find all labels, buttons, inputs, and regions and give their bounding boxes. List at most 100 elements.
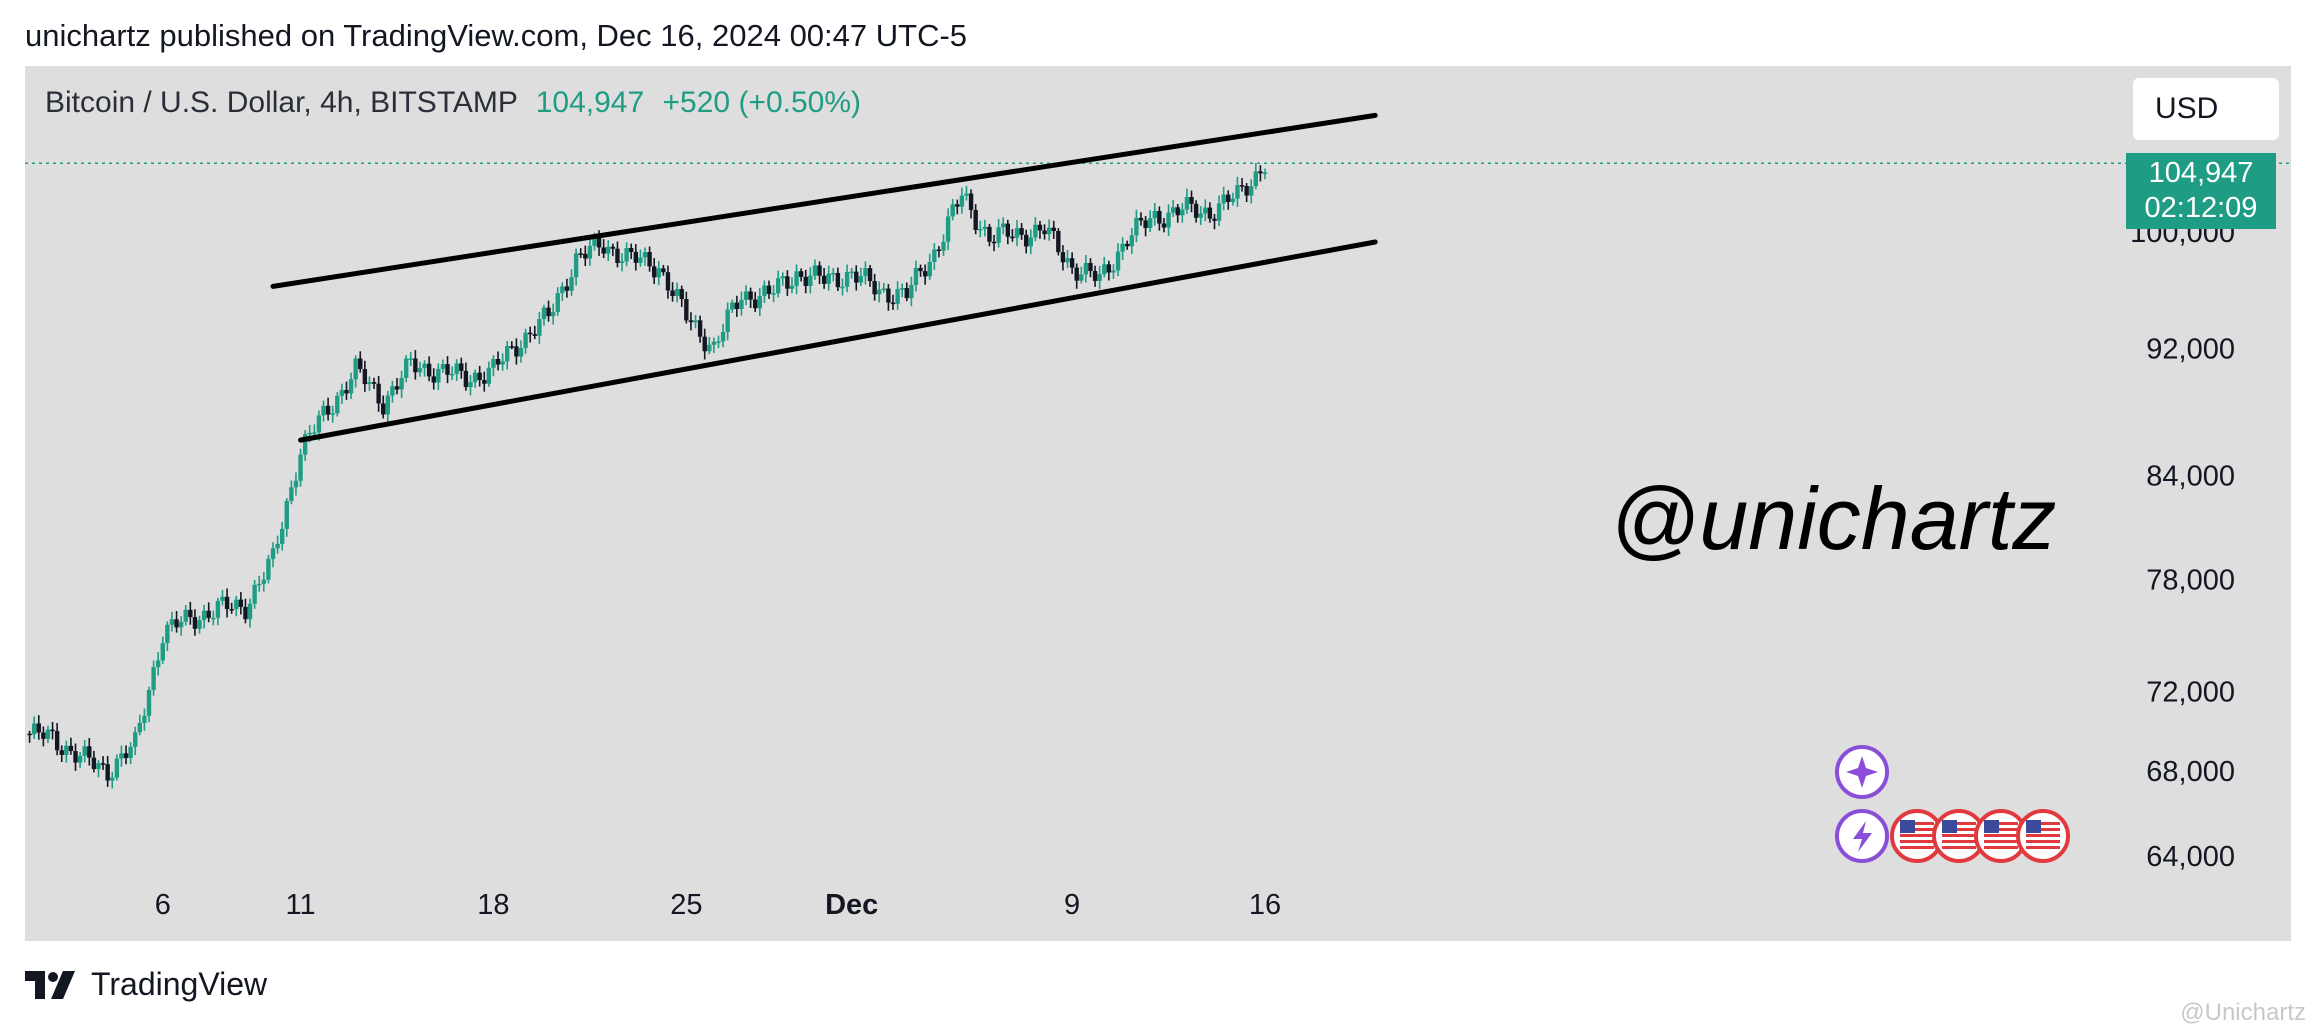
candle [371, 377, 377, 389]
candle [1010, 229, 1015, 242]
candle [100, 756, 106, 770]
candle [302, 430, 308, 461]
candle [909, 276, 914, 307]
candle [151, 660, 156, 696]
candle [454, 359, 459, 381]
candle [716, 335, 721, 349]
candle [725, 302, 730, 341]
candle [1198, 206, 1203, 225]
candle [505, 341, 510, 370]
candle [1097, 266, 1102, 290]
candle [610, 243, 616, 257]
candle [670, 282, 675, 302]
price-axis[interactable]: 64,00068,00072,00078,00084,00092,000100,… [2130, 217, 2235, 873]
candle [422, 360, 427, 377]
candle [555, 287, 560, 316]
event-markers[interactable] [1835, 745, 2070, 863]
candle [560, 282, 565, 301]
candle [73, 743, 78, 771]
x-tick-label: Dec [825, 889, 878, 921]
candle [1235, 176, 1240, 207]
candle [390, 380, 395, 403]
candle [472, 369, 478, 388]
candle [197, 615, 202, 634]
candle [518, 340, 524, 363]
candle [615, 241, 620, 268]
currency-button[interactable]: USD [2133, 78, 2279, 140]
candle [922, 264, 928, 285]
candle [812, 259, 818, 280]
candle [1111, 264, 1116, 280]
sparkle-icon[interactable] [1835, 745, 1889, 799]
x-tick-label: 25 [670, 889, 702, 921]
candle [289, 480, 294, 505]
candle [711, 337, 717, 353]
channel-lower-line[interactable] [298, 239, 1378, 443]
candle [762, 280, 767, 304]
chart-pane[interactable]: 64,000 68,000 72,000 78,000 84,000 92,000 100,… [25, 66, 2291, 941]
candle [87, 737, 92, 766]
candle [550, 303, 556, 325]
candle [955, 199, 960, 215]
candle [293, 472, 299, 496]
candle [913, 260, 919, 292]
channel-lines [270, 112, 1378, 443]
lightning-icon[interactable] [1835, 809, 1889, 863]
candle [477, 365, 482, 387]
candle [877, 281, 882, 303]
candle [123, 745, 129, 765]
candle [651, 258, 657, 285]
channel-upper-line[interactable] [270, 112, 1378, 289]
candle [1125, 240, 1130, 250]
candle [183, 605, 188, 626]
publication-header: unichartz published on TradingView.com, … [25, 18, 968, 53]
candle [36, 715, 41, 740]
candle [1069, 252, 1075, 274]
candle [619, 253, 625, 272]
candle [583, 245, 588, 267]
candle [578, 248, 583, 258]
candle [59, 745, 64, 762]
y-tick-label: 92,000 [2146, 333, 2235, 365]
candle [459, 357, 464, 379]
candle [270, 542, 276, 568]
candle [587, 238, 593, 266]
candle [426, 356, 432, 382]
candle [854, 265, 859, 291]
candle [794, 264, 799, 295]
candle [114, 754, 120, 781]
candle [1079, 266, 1084, 284]
candle [238, 592, 244, 615]
candle [808, 267, 813, 294]
candle [771, 285, 776, 303]
time-axis[interactable]: 6 11 18 25 Dec 9 16 [155, 889, 1281, 921]
candle [679, 285, 684, 308]
candle [1175, 204, 1180, 223]
symbol-info[interactable]: Bitcoin / U.S. Dollar, 4h, BITSTAMP 104,… [45, 86, 861, 120]
candle [817, 261, 822, 285]
watermark: @unichartz [1610, 469, 2056, 568]
y-tick-label: 68,000 [2146, 756, 2235, 788]
x-tick-label: 9 [1064, 889, 1080, 921]
candle [945, 208, 951, 251]
candle [1184, 188, 1190, 214]
candle [1046, 219, 1052, 241]
candle [899, 283, 905, 298]
candle [348, 372, 354, 400]
candle [606, 240, 611, 261]
candle [224, 588, 230, 618]
candle [298, 448, 303, 487]
candle [766, 280, 772, 299]
bar-countdown: 02:12:09 [2144, 192, 2258, 224]
price-chart[interactable]: 64,00068,00072,00078,00084,00092,000100,… [25, 66, 2291, 941]
candle [1221, 186, 1226, 211]
candle [959, 187, 965, 214]
candle [527, 326, 533, 343]
candle [872, 273, 877, 301]
candle [385, 390, 391, 423]
candle [573, 248, 579, 286]
candle [1120, 237, 1125, 260]
candle [629, 243, 634, 259]
candle [564, 278, 570, 298]
us-flag-icon[interactable] [2016, 809, 2070, 863]
